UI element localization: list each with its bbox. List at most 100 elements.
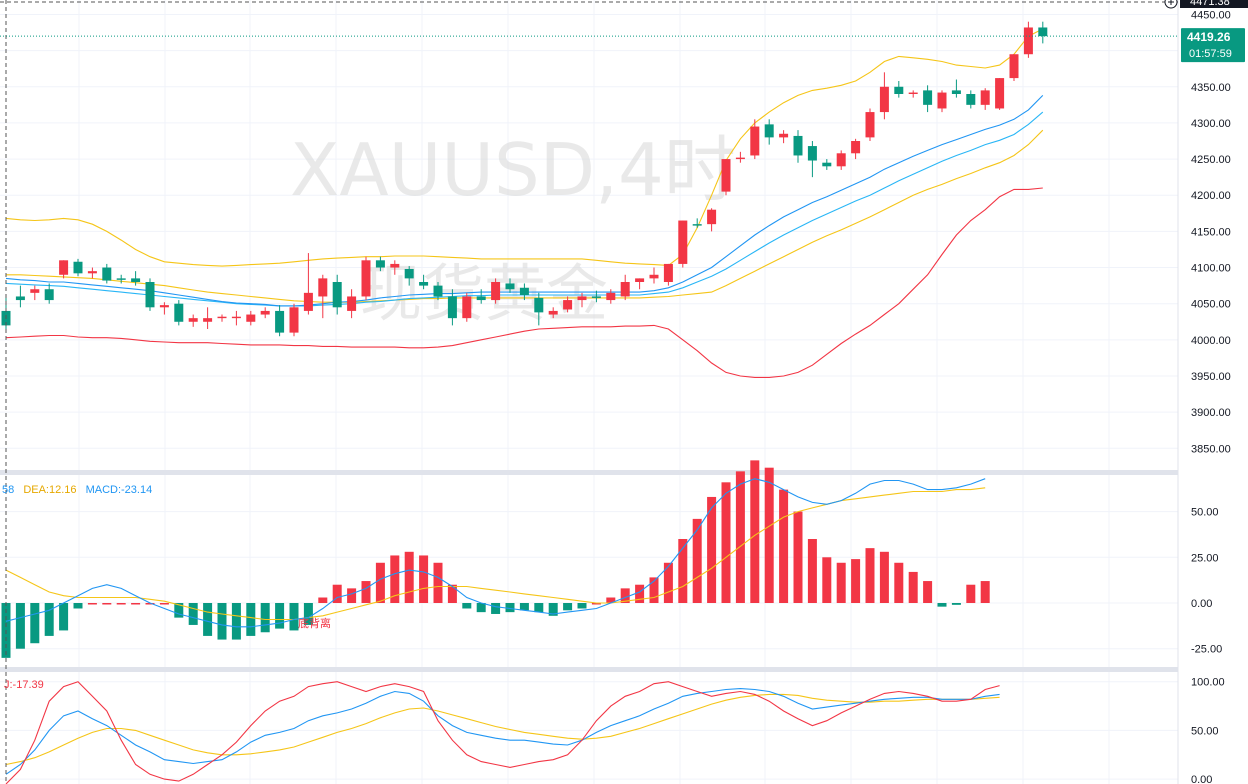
candle-body-4 (59, 260, 69, 275)
macd-bar-42 (606, 597, 616, 603)
candle-body-29 (419, 282, 429, 286)
macd-bar-63 (908, 571, 918, 603)
macd-bar-38 (548, 603, 558, 616)
macd-bar-59 (851, 559, 861, 603)
kdj-d-line (5, 693, 1000, 766)
macd-bar-56 (807, 539, 817, 603)
candle-body-30 (433, 285, 443, 297)
candle-body-45 (649, 274, 659, 279)
candle-body-8 (116, 278, 126, 280)
candle-body-1 (15, 296, 25, 301)
price-tick-label-2: 4350.00 (1191, 82, 1231, 94)
price-tick-label-6: 4150.00 (1191, 226, 1231, 238)
candle-body-63 (908, 92, 918, 94)
candle-body-9 (131, 278, 141, 282)
candle-body-51 (735, 157, 745, 160)
macd-bar-64 (923, 581, 933, 603)
candle-body-68 (980, 90, 990, 105)
macd-bar-16 (231, 603, 241, 640)
candle-body-41 (591, 296, 601, 298)
boll-upper-line (5, 28, 1044, 267)
price-tick-label-3: 4300.00 (1191, 118, 1231, 130)
price-tick-label-10: 3950.00 (1191, 371, 1231, 383)
candle-body-58 (836, 153, 846, 167)
candle-body-43 (620, 282, 630, 297)
macd-legend[interactable]: 58 DEA:12.16 MACD:-23.14 (2, 484, 152, 496)
boll-lower-line (5, 187, 1043, 378)
macd-bar-5 (73, 603, 83, 609)
candle-body-10 (145, 282, 155, 308)
candle-body-20 (289, 307, 299, 333)
candle-body-36 (519, 287, 529, 296)
macd-bar-24 (347, 588, 357, 603)
candle-body-62 (894, 86, 904, 94)
candle-body-11 (159, 305, 169, 308)
macd-bar-36 (519, 603, 529, 611)
candle-body-64 (923, 90, 933, 105)
candle-body-67 (966, 94, 976, 105)
macd-bar-13 (188, 603, 198, 625)
macd-bar-8 (116, 603, 126, 605)
candle-body-66 (951, 90, 961, 94)
candle-body-19 (275, 310, 285, 333)
candle-body-26 (375, 260, 385, 268)
macd-bar-22 (318, 597, 328, 603)
bollinger-bands (5, 28, 1044, 378)
kdj-k-line (5, 688, 1000, 775)
macd-bar-15 (217, 603, 227, 640)
macd-bar-65 (937, 603, 947, 607)
macd-bar-23 (332, 584, 342, 603)
macd-bar-4 (59, 603, 69, 631)
candle-body-38 (548, 310, 558, 315)
candle-body-17 (246, 314, 256, 322)
macd-bar-21 (303, 603, 313, 625)
candle-body-22 (318, 278, 328, 297)
candle-body-18 (260, 310, 270, 315)
candle-body-37 (534, 297, 544, 313)
macd-bar-51 (735, 471, 745, 603)
macd-bar-27 (390, 555, 400, 603)
macd-bar-37 (534, 603, 544, 613)
macd-bar-68 (980, 581, 990, 603)
pane-separator-2[interactable] (0, 667, 1248, 672)
price-axis-background[interactable] (1178, 0, 1248, 784)
candle-body-15 (217, 316, 227, 319)
kdj-tick-label-2: 0.00 (1191, 774, 1212, 784)
macd-bar-25 (361, 581, 371, 603)
candle-body-34 (491, 282, 501, 301)
kdj-tick-label-0: 100.00 (1191, 677, 1225, 689)
macd-bar-66 (951, 603, 961, 605)
macd-bar-9 (131, 603, 141, 605)
macd-bar-32 (462, 603, 472, 609)
macd-legend-macd: MACD:-23.14 (86, 484, 153, 496)
price-tick-label-8: 4050.00 (1191, 299, 1231, 311)
price-tick-label-7: 4100.00 (1191, 263, 1231, 275)
candle-body-70 (1009, 54, 1019, 79)
pane-separator-1[interactable] (0, 470, 1248, 475)
candle-body-32 (462, 296, 472, 319)
macd-bar-39 (563, 603, 573, 611)
candle-body-52 (750, 126, 760, 156)
candle-body-61 (879, 86, 889, 113)
kdj-legend-j[interactable]: J:-17.39 (4, 679, 44, 691)
macd-tick-label-0: 50.00 (1191, 507, 1219, 519)
macd-bar-62 (894, 562, 904, 603)
candle-body-14 (203, 318, 213, 322)
macd-tick-label-1: 25.00 (1191, 552, 1219, 564)
macd-bar-30 (433, 562, 443, 603)
candle-body-6 (87, 271, 97, 274)
macd-bar-46 (663, 562, 673, 603)
macd-bar-6 (87, 603, 97, 605)
macd-bar-58 (836, 562, 846, 603)
candle-body-25 (361, 260, 371, 297)
price-tick-label-9: 4000.00 (1191, 335, 1231, 347)
price-tick-label-5: 4200.00 (1191, 190, 1231, 202)
kdj-j-line (5, 681, 1000, 784)
macd-bar-34 (491, 603, 501, 614)
macd-diff-line (5, 478, 986, 628)
macd-legend-dea: DEA:12.16 (23, 484, 76, 496)
macd-bar-28 (404, 551, 414, 603)
add-alert-icon[interactable] (1164, 0, 1178, 9)
macd-tick-label-3: -25.00 (1191, 644, 1222, 656)
